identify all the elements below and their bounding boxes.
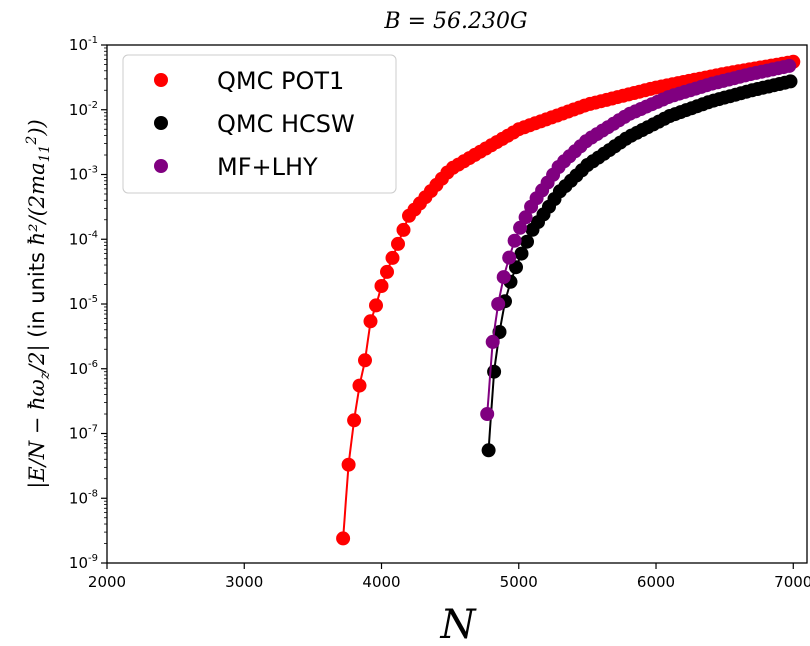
data-point-mf-lhy — [485, 334, 500, 349]
data-point-mf-lhy — [480, 407, 495, 421]
legend: QMC POT1 QMC HCSW MF+LHY — [122, 54, 397, 194]
data-point-mf-lhy — [502, 250, 517, 265]
data-point-qmc-hcsw — [520, 234, 534, 249]
y-tick-label: 10-3 — [69, 165, 98, 184]
data-point-qmc-hcsw — [514, 246, 529, 261]
x-tick-label: 6000 — [637, 573, 675, 591]
series-qmc-pot1 — [336, 54, 801, 546]
y-tick-label: 10-4 — [69, 229, 98, 248]
data-point-qmc-pot1 — [380, 264, 394, 279]
legend-marker-mf-lhy — [154, 159, 168, 173]
data-point-qmc-pot1 — [341, 457, 356, 472]
data-point-mf-lhy — [491, 297, 506, 311]
data-point-mf-lhy — [782, 58, 797, 73]
legend-label-mf-lhy: MF+LHY — [217, 153, 318, 181]
data-point-qmc-pot1 — [374, 279, 389, 293]
data-point-qmc-hcsw — [481, 443, 496, 458]
data-point-mf-lhy — [507, 233, 522, 248]
x-tick-label: 4000 — [362, 573, 400, 591]
y-tick-label: 10-7 — [69, 424, 98, 443]
data-point-qmc-pot1 — [363, 314, 378, 329]
legend-box — [122, 54, 397, 194]
x-axis: 2000 3000 4000 5000 6000 7000 — [88, 563, 810, 591]
y-tick-label: 10-9 — [69, 553, 98, 572]
data-point-qmc-hcsw — [492, 325, 507, 339]
y-axis-label: |E/N − ħωz/2| (in units ħ²/(2ma112)) — [24, 119, 53, 489]
series-layer — [336, 54, 801, 546]
data-point-qmc-pot1 — [358, 353, 372, 368]
data-point-qmc-pot1 — [336, 531, 351, 546]
data-point-qmc-pot1 — [391, 236, 405, 251]
data-point-mf-lhy — [518, 210, 533, 225]
series-mf-lhy — [480, 58, 797, 421]
y-tick-label: 10-1 — [69, 35, 98, 54]
data-point-qmc-pot1 — [352, 378, 367, 393]
x-tick-label: 5000 — [500, 573, 538, 591]
y-tick-label: 10-5 — [69, 294, 98, 313]
chart-title: B = 56.230G — [383, 9, 527, 34]
y-tick-label: 10-2 — [69, 100, 98, 119]
data-point-qmc-pot1 — [347, 413, 362, 428]
data-point-qmc-pot1 — [369, 298, 383, 313]
data-point-mf-lhy — [513, 220, 528, 235]
x-tick-label: 3000 — [225, 573, 263, 591]
data-point-qmc-pot1 — [385, 250, 400, 265]
legend-marker-qmc-pot1 — [154, 73, 168, 87]
x-axis-label: N — [440, 602, 478, 646]
data-point-qmc-hcsw — [783, 74, 798, 89]
data-point-qmc-pot1 — [396, 222, 411, 237]
series-line-qmc-pot1 — [342, 60, 794, 539]
y-axis: 10-9 10-8 10-7 10-6 10-5 10-4 10-3 10-2 10-1 — [69, 35, 107, 572]
y-tick-label: 10-6 — [69, 359, 98, 378]
series-qmc-hcsw — [481, 74, 798, 458]
x-tick-label: 2000 — [88, 573, 126, 591]
legend-label-qmc-hcsw: QMC HCSW — [217, 110, 355, 138]
data-point-mf-lhy — [496, 270, 511, 285]
legend-marker-qmc-hcsw — [154, 116, 168, 130]
y-tick-label: 10-8 — [69, 488, 98, 507]
legend-label-qmc-pot1: QMC POT1 — [217, 67, 344, 95]
x-tick-label: 7000 — [774, 573, 810, 591]
